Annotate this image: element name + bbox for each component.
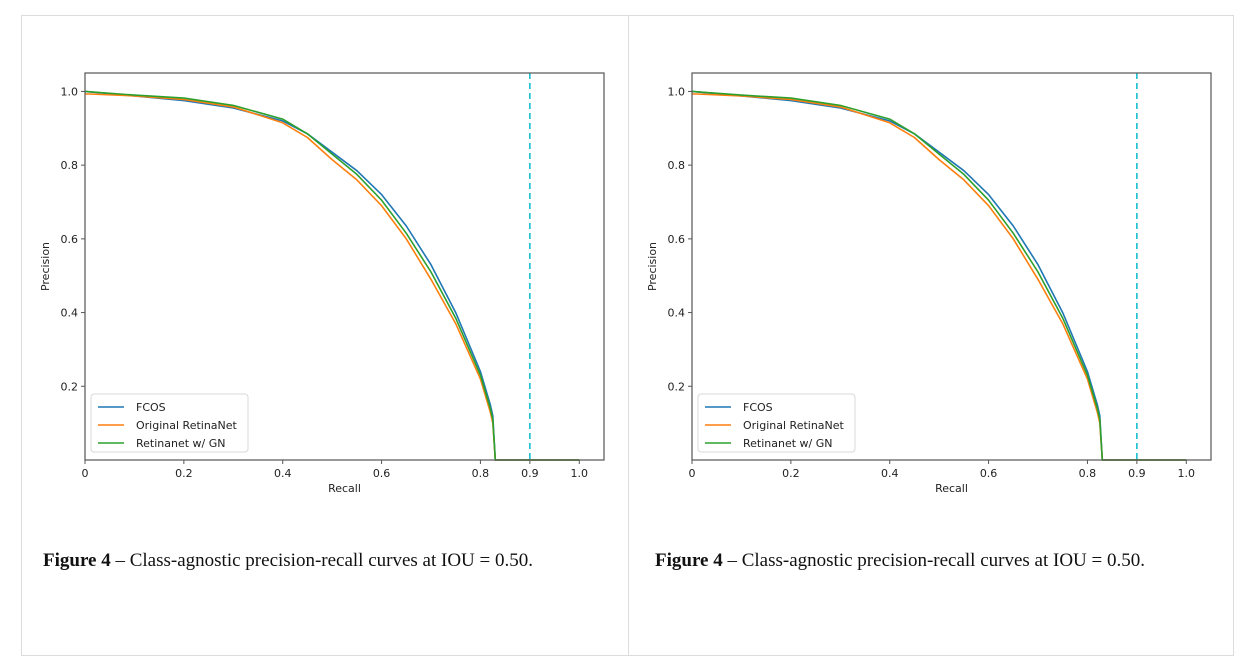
legend-label: Original RetinaNet (743, 419, 845, 432)
y-tick-label: 1.0 (61, 85, 79, 98)
legend: FCOS Original RetinaNet Retinanet w/ GN (90, 393, 249, 453)
y-tick-label: 0.8 (668, 159, 686, 172)
x-tick-label: 0.9 (1128, 467, 1146, 480)
legend-label: Original RetinaNet (136, 419, 238, 432)
series-line-fcos (691, 90, 1187, 461)
figure-caption: Figure 4 – Class-agnostic precision-reca… (655, 549, 1210, 572)
x-tick-label: 0 (689, 467, 696, 480)
y-axis-label: Precision (39, 242, 52, 291)
figure-label: Figure 4 (655, 550, 723, 571)
y-tick-label: 0.6 (668, 233, 686, 246)
x-tick-label: 0.6 (373, 467, 391, 480)
y-axis-label: Precision (646, 242, 659, 291)
figure-container (21, 15, 1234, 656)
plot-frame (691, 72, 1212, 461)
y-tick-label: 0.2 (61, 380, 79, 393)
legend-label: FCOS (136, 401, 166, 414)
series-line-retinanet-w-gn (691, 90, 1187, 461)
series-line-retinanet-w-gn (84, 90, 580, 461)
y-tick-label: 0.6 (61, 233, 79, 246)
figure-panel-right: 0 0.2 0.4 0.6 0.8 0.9 1.0 0.2 0.4 0.6 0.8 1.0 Recall… (628, 0, 1250, 669)
x-axis-label: Recall (328, 482, 361, 495)
x-tick-label: 0.2 (782, 467, 800, 480)
x-tick-label: 0.6 (980, 467, 998, 480)
plot-frame (84, 72, 605, 461)
y-tick-label: 0.4 (668, 307, 686, 320)
x-tick-label: 0 (82, 467, 89, 480)
x-tick-label: 0.8 (472, 467, 490, 480)
figure-label: Figure 4 (43, 550, 111, 571)
series-line-fcos (84, 90, 580, 461)
x-tick-label: 0.4 (274, 467, 292, 480)
x-axis-label: Recall (935, 482, 968, 495)
figure-caption: Figure 4 – Class-agnostic precision-reca… (43, 549, 598, 572)
figure-caption-text: – Class-agnostic precision-recall curves… (727, 550, 1145, 571)
panel-divider (628, 15, 629, 656)
figure-panel-left: 0 0.2 0.4 0.6 0.8 0.9 1.0 0.2 0.4 0.6 0.8 1.0 Recall… (39, 72, 605, 572)
legend-box (90, 393, 249, 453)
pr-curve-chart: 0 0.2 0.4 0.6 0.8 0.9 1.0 0.2 0.4 0.6 0.8 1.0 Recall… (646, 72, 1212, 495)
legend: FCOS Original RetinaNet Retinanet w/ GN (697, 393, 856, 453)
series-line-original-retinanet (85, 93, 580, 461)
series-line-original-retinanet (692, 93, 1187, 461)
pr-curve-chart: 0 0.2 0.4 0.6 0.8 0.9 1.0 0.2 0.4 0.6 0.8 1.0 Recall… (39, 72, 605, 495)
legend-label: Retinanet w/ GN (136, 437, 226, 450)
x-tick-label: 1.0 (571, 467, 589, 480)
legend-label: FCOS (743, 401, 773, 414)
y-tick-label: 1.0 (668, 85, 686, 98)
x-tick-label: 0.2 (175, 467, 193, 480)
x-tick-label: 1.0 (1178, 467, 1196, 480)
legend-label: Retinanet w/ GN (743, 437, 833, 450)
x-tick-label: 0.9 (521, 467, 539, 480)
figure-caption-text: – Class-agnostic precision-recall curves… (115, 550, 533, 571)
x-tick-label: 0.4 (881, 467, 899, 480)
x-tick-label: 0.8 (1079, 467, 1097, 480)
y-tick-label: 0.4 (61, 307, 79, 320)
legend-box (697, 393, 856, 453)
y-tick-label: 0.8 (61, 159, 79, 172)
y-tick-label: 0.2 (668, 380, 686, 393)
